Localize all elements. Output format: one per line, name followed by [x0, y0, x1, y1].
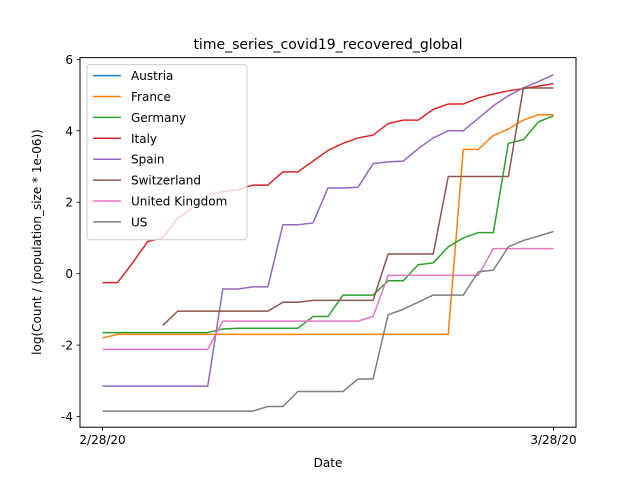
legend: Austria France Germany Italy Spain Switzerlan…	[86, 64, 248, 241]
chart-title: time_series_covid19_recovered_global	[193, 37, 462, 53]
legend-label: United Kingdom	[131, 195, 227, 209]
y-tick-label: -2	[61, 339, 73, 353]
y-tick-label: 0	[65, 267, 73, 281]
y-axis-label: log(Count / (population_size * 1e-06))	[30, 129, 44, 355]
series-line-germany	[102, 115, 554, 334]
y-tick-label: 6	[65, 53, 73, 67]
plot-frame	[79, 57, 577, 428]
y-tick-label: 4	[65, 124, 73, 138]
legend-label: Germany	[131, 111, 186, 125]
x-tick-label: 2/28/20	[79, 433, 125, 447]
legend-label: France	[131, 90, 171, 104]
legend-box	[86, 64, 248, 241]
series-line-switzerland	[162, 87, 554, 326]
legend-label: Austria	[131, 69, 173, 83]
series-line-spain	[102, 74, 554, 387]
axes: -4 -2 0 2 4 6 2/28/20 3/28/20	[61, 53, 577, 447]
y-tick-label: 2	[65, 196, 73, 210]
series-line-us	[102, 230, 554, 412]
y-tick-label: -4	[61, 410, 73, 424]
x-tick-label: 3/28/20	[530, 433, 576, 447]
series-line-france	[102, 113, 554, 339]
legend-label: Italy	[131, 132, 157, 146]
series-line-united-kingdom	[102, 247, 554, 351]
legend-label: Switzerland	[131, 174, 201, 188]
x-axis-label: Date	[314, 456, 343, 470]
legend-label: US	[131, 215, 147, 229]
legend-label: Spain	[131, 153, 165, 167]
